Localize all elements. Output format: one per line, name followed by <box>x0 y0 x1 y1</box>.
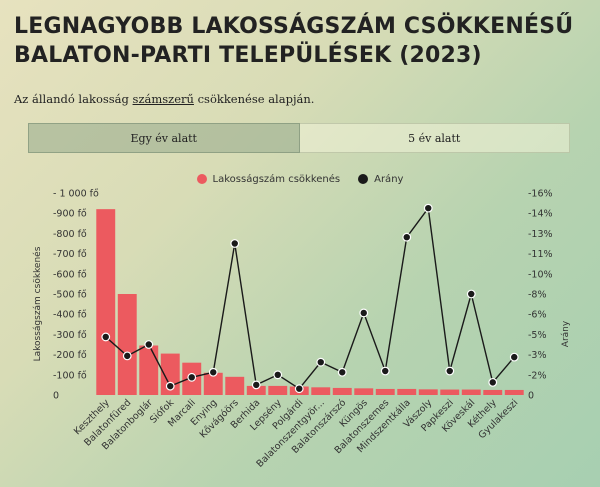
ratio-point <box>122 351 132 361</box>
ratio-point <box>187 372 197 382</box>
legend-label-bar: Lakosságszám csökkenés <box>212 173 341 185</box>
ratio-point <box>402 232 412 242</box>
ratio-point <box>273 370 283 380</box>
y-left-tick-label: -400 fő <box>53 310 87 321</box>
y-right-tick-label: -13% <box>528 229 553 240</box>
y-left-tick-label: 0 <box>53 391 59 402</box>
legend-item-line[interactable]: Arány <box>358 174 403 185</box>
y-right-tick-label: -3% <box>528 350 547 361</box>
ratio-point <box>466 289 476 299</box>
bar <box>375 388 395 395</box>
chart-legend: Lakosságszám csökkenés Arány <box>0 171 600 187</box>
y-left-tick-label: -100 fő <box>53 370 87 381</box>
y-left-tick-label: -800 fő <box>53 229 87 240</box>
bar <box>354 388 374 395</box>
ratio-point <box>165 381 175 391</box>
y-left-tick-label: -700 fő <box>53 249 87 260</box>
ratio-point <box>509 352 519 362</box>
y-left-tick-label: -300 fő <box>53 330 87 341</box>
y-right-tick-label: -16% <box>528 189 553 200</box>
legend-item-bars[interactable]: Lakosságszám csökkenés <box>196 173 341 185</box>
y-right-tick-label: -14% <box>528 209 553 220</box>
bar <box>225 376 245 395</box>
tab-five-years[interactable]: 5 év alatt <box>299 123 570 153</box>
chart-subtitle: Az állandó lakosság számszerű csökkenése… <box>14 92 314 106</box>
period-tabs: Egy év alatt 5 év alatt <box>28 123 570 153</box>
ratio-point <box>488 377 498 387</box>
y-right-tick-label: -11% <box>528 249 553 260</box>
bar <box>440 389 460 395</box>
tab-one-year[interactable]: Egy év alatt <box>28 123 300 153</box>
subtitle-underlined-word: számszerű <box>132 92 194 106</box>
legend-label-line: Arány <box>374 173 404 185</box>
legend-swatch-line <box>358 174 369 184</box>
bar <box>397 388 417 395</box>
ratio-point <box>423 203 433 213</box>
ratio-point <box>208 367 218 377</box>
ratio-point <box>230 239 240 248</box>
ratio-point <box>144 340 154 349</box>
ratio-point <box>359 308 369 318</box>
y-right-tick-label: -6% <box>528 310 547 321</box>
bar <box>311 387 331 395</box>
bar <box>117 294 137 395</box>
ratio-point <box>101 332 111 342</box>
bar <box>504 389 524 395</box>
ratio-point <box>445 366 455 376</box>
y-left-tick-label: -900 fő <box>53 209 87 220</box>
bar <box>96 209 116 395</box>
title-line-2: BALATON-PARTI TELEPÜLÉSEK (2023) <box>14 43 482 68</box>
y-right-tick-label: -10% <box>528 269 553 280</box>
ratio-point <box>251 380 261 390</box>
y-right-tick-label: 0 <box>528 391 534 402</box>
y-right-tick-label: -5% <box>528 330 547 341</box>
title-line-1: LEGNAGYOBB LAKOSSÁGSZÁM CSÖKKENÉSŰ <box>14 14 574 39</box>
ratio-point <box>294 384 304 394</box>
chart-title: LEGNAGYOBB LAKOSSÁGSZÁM CSÖKKENÉSŰ BALAT… <box>14 12 586 70</box>
ratio-point <box>380 366 390 376</box>
bar <box>332 387 352 395</box>
ratio-point <box>337 367 347 377</box>
bar <box>461 389 481 395</box>
y-left-tick-label: -600 fő <box>53 269 87 280</box>
bar <box>203 372 223 395</box>
y-left-tick-label: -500 fő <box>53 290 87 301</box>
y-left-tick-label: -200 fő <box>53 350 87 361</box>
y-right-tick-label: -8% <box>528 290 547 301</box>
bar <box>268 385 288 395</box>
y-left-tick-label: - 1 000 fő <box>53 189 99 200</box>
legend-swatch-bar <box>196 174 207 184</box>
subtitle-text-end: csökkenése alapján. <box>193 92 315 106</box>
subtitle-text-start: Az állandó lakosság <box>14 92 133 106</box>
y-left-axis-title: Lakosságszám csökkenés <box>32 246 43 361</box>
y-right-tick-label: -2% <box>528 370 547 381</box>
bar <box>246 385 266 395</box>
bar <box>139 345 159 395</box>
bar <box>483 389 503 395</box>
y-right-axis-title: Arány <box>561 320 571 347</box>
bar <box>418 389 438 395</box>
ratio-point <box>316 357 326 367</box>
